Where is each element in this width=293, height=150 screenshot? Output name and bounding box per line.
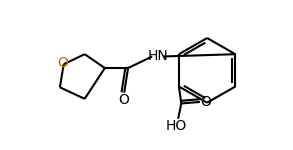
Text: HN: HN bbox=[147, 49, 168, 63]
Text: O: O bbox=[201, 95, 212, 109]
Text: O: O bbox=[57, 56, 68, 70]
Text: O: O bbox=[118, 93, 129, 107]
Text: HO: HO bbox=[166, 119, 187, 133]
